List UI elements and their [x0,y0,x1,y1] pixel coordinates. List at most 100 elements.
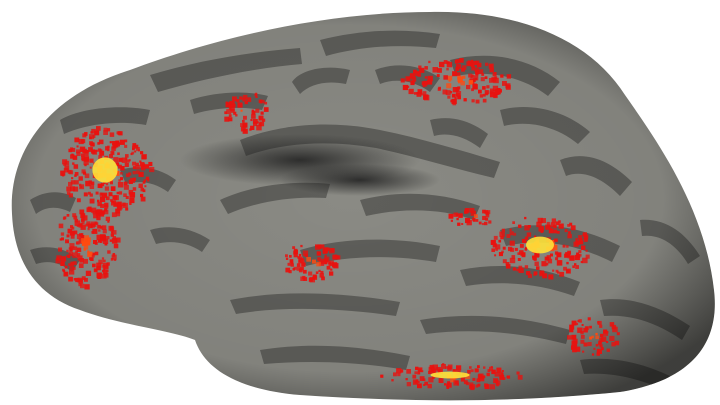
activation-voxel [600,347,604,351]
activation-voxel [566,245,569,248]
activation-voxel [68,247,71,250]
activation-voxel [606,340,609,344]
activation-voxel [482,209,486,214]
activation-voxel [482,215,487,220]
activation-voxel [112,236,116,240]
activation-voxel [380,374,384,378]
activation-voxel [600,336,607,342]
activation-voxel [92,210,97,215]
activation-voxel [564,229,568,233]
activation-voxel [244,100,248,105]
activation-voxel [125,195,129,199]
activation-voxel [575,346,581,352]
activation-voxel [76,151,81,156]
activation-voxel [69,230,75,236]
activation-voxel [591,335,594,339]
activation-voxel [536,221,542,228]
activation-voxel [476,62,482,68]
activation-voxel [88,191,91,195]
activation-voxel [91,128,96,134]
activation-voxel [138,171,144,177]
activation-voxel [131,151,135,155]
activation-voxel [477,383,481,387]
activation-voxel [96,262,102,268]
activation-voxel [126,159,130,163]
activation-voxel [439,61,445,68]
activation-voxel [411,80,415,84]
activation-voxel [579,240,584,245]
activation-voxel [480,77,485,82]
activation-voxel [138,183,143,188]
activation-voxel [60,232,65,236]
activation-voxel [567,233,572,239]
activation-voxel [616,332,620,336]
activation-voxel [75,250,78,253]
activation-voxel [496,383,500,387]
activation-voxel [93,213,99,219]
activation-voxel [62,159,68,165]
activation-voxel [88,147,93,152]
activation-voxel [228,117,233,122]
activation-voxel [83,258,88,264]
activation-voxel [469,382,474,387]
activation-voxel [242,122,248,128]
activation-voxel [445,366,448,369]
activation-voxel [135,164,140,170]
activation-voxel [122,202,128,208]
activation-voxel [509,231,514,236]
activation-voxel [521,238,526,243]
activation-voxel [302,275,306,280]
activation-voxel [96,126,101,131]
activation-voxel [251,110,256,115]
activation-voxel [417,380,420,383]
activation-voxel [548,228,554,234]
activation-voxel [97,183,102,188]
activation-voxel [293,266,297,270]
activation-voxel [80,283,85,289]
activation-voxel [518,267,524,273]
activation-voxel [71,147,76,152]
activation-voxel [94,130,100,136]
activation-voxel [89,158,94,163]
activation-voxel [68,193,73,198]
activation-voxel [498,239,502,243]
activation-voxel [393,372,397,377]
activation-voxel [584,238,588,242]
activation-voxel [231,103,236,108]
activation-voxel [83,192,88,197]
activation-voxel [143,179,146,182]
activation-voxel [406,369,411,374]
activation-voxel [68,251,73,257]
activation-voxel [84,284,90,290]
activation-voxel [129,192,136,198]
activation-voxel [473,75,479,81]
activation-voxel [485,211,490,216]
activation-voxel [320,270,324,274]
activation-voxel [312,259,316,264]
activation-voxel [99,150,105,156]
activation-voxel [422,91,427,95]
superior-parietal-cluster [400,58,512,106]
activation-voxel [517,252,520,255]
activation-voxel [76,145,79,148]
activation-voxel [580,339,585,344]
activation-voxel [556,230,560,234]
activation-voxel [87,251,93,257]
activation-voxel [117,182,124,188]
activation-voxel [510,247,515,252]
activation-voxel [550,247,555,252]
activation-voxel [448,79,451,82]
activation-voxel [451,98,457,105]
activation-voxel [87,206,92,211]
activation-voxel [446,382,452,388]
activation-voxel [62,217,66,220]
activation-voxel [98,259,103,265]
activation-voxel [298,268,303,273]
activation-voxel [124,162,129,167]
activation-voxel [110,186,116,191]
activation-voxel [83,159,89,166]
activation-voxel [484,76,488,79]
activation-voxel [117,203,122,207]
activation-voxel [509,228,512,231]
